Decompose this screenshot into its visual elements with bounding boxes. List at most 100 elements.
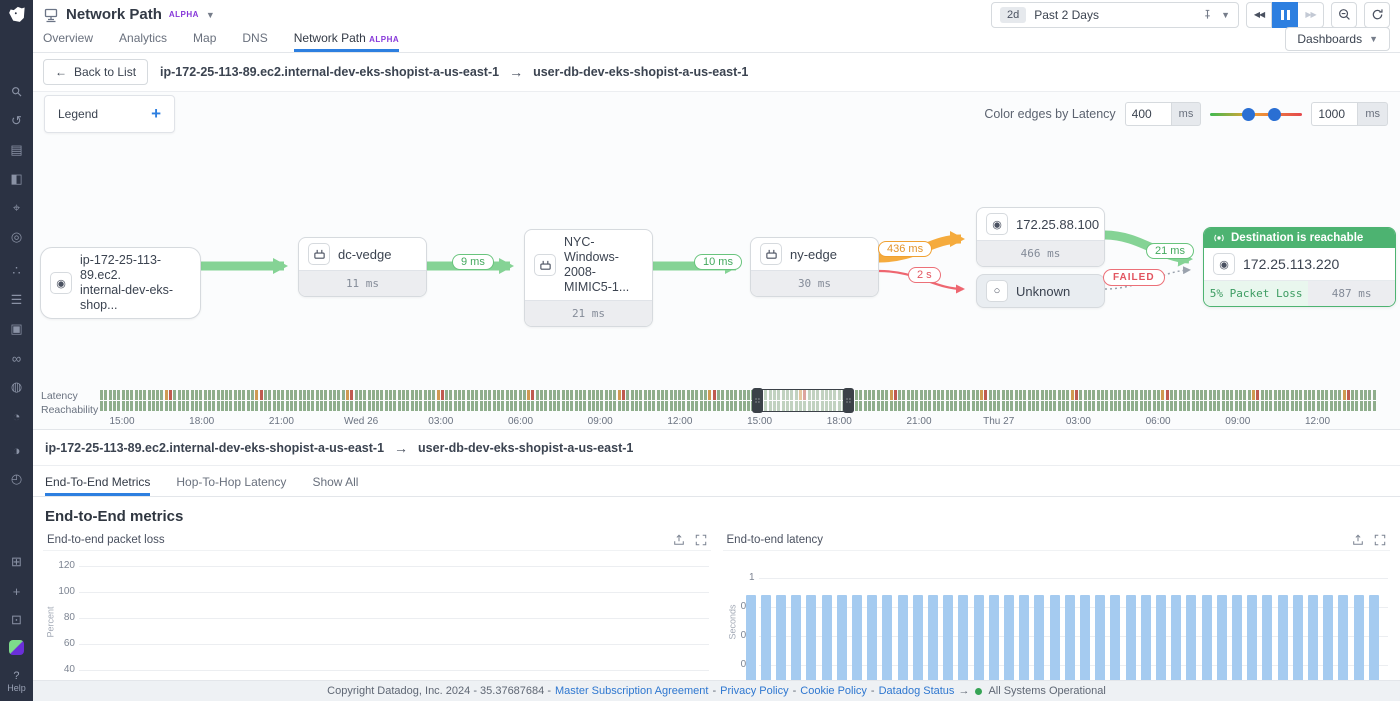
latency-bar[interactable] <box>1231 595 1242 683</box>
latency-bar[interactable] <box>988 595 999 683</box>
timeline-brush-selection[interactable] <box>758 389 848 412</box>
export-icon[interactable] <box>673 534 685 546</box>
latency-bar[interactable] <box>1095 595 1106 683</box>
timeline-brush-handle-left[interactable]: ∷ <box>752 388 763 413</box>
rewind-button[interactable]: ◀◀ <box>1246 1 1272 28</box>
latency-bar[interactable] <box>1034 595 1045 683</box>
metrics-icon[interactable]: ▤ <box>10 142 23 157</box>
latency-bar[interactable] <box>1201 595 1212 683</box>
latency-bar[interactable] <box>1003 595 1014 683</box>
latency-bar[interactable] <box>1277 595 1288 683</box>
node-172-25-88-100[interactable]: ◉ 172.25.88.100 466 ms <box>976 207 1105 267</box>
tab-dns[interactable]: DNS <box>242 31 268 45</box>
fullscreen-icon[interactable] <box>695 534 707 546</box>
timeline-track[interactable]: ∷ ∷ 15:00 18:00 21:00 Wed 26 03:00 06:00 09:00… <box>100 388 1377 427</box>
node-destination[interactable]: Destination is reachable ◉ 172.25.113.22… <box>1203 227 1396 307</box>
latency-min-input[interactable] <box>1124 102 1171 126</box>
timeline-brush-handle-right[interactable]: ∷ <box>843 388 854 413</box>
dashboards-button[interactable]: Dashboards ▼ <box>1285 27 1390 51</box>
pin-icon[interactable] <box>1202 9 1213 20</box>
tab-show-all[interactable]: Show All <box>312 475 359 489</box>
export-icon[interactable] <box>1352 534 1364 546</box>
refresh-button[interactable] <box>1364 1 1390 28</box>
latency-range-slider[interactable] <box>1210 102 1303 126</box>
tab-map[interactable]: Map <box>193 31 217 45</box>
latency-bar[interactable] <box>1110 595 1121 683</box>
infrastructure-icon[interactable]: ∴ <box>12 263 21 278</box>
tab-hop-to-hop-latency[interactable]: Hop-To-Hop Latency <box>176 475 287 489</box>
latency-bar[interactable] <box>1079 595 1090 683</box>
edge-label-21ms[interactable]: 21 ms <box>1146 243 1194 259</box>
latency-bar[interactable] <box>1140 595 1151 683</box>
latency-bar[interactable] <box>1353 595 1364 683</box>
dashboards-icon[interactable]: ◧ <box>10 171 23 186</box>
link-privacy-policy[interactable]: Privacy Policy <box>720 685 789 697</box>
latency-bar[interactable] <box>760 595 771 683</box>
tab-overview[interactable]: Overview <box>43 31 94 45</box>
time-range-control[interactable]: 2d Past 2 Days ▼ <box>991 1 1239 28</box>
tab-network-path[interactable]: Network Path ALPHA <box>293 31 400 52</box>
slider-handle-max[interactable] <box>1268 108 1282 121</box>
tab-end-to-end-metrics[interactable]: End-To-End Metrics <box>45 475 151 496</box>
tab-analytics[interactable]: Analytics <box>119 31 168 45</box>
synthetics-icon[interactable]: ◔ <box>12 408 21 424</box>
node-source[interactable]: ◉ ip-172-25-113-89.ec2. internal-dev-eks-… <box>40 247 201 319</box>
latency-max-input[interactable] <box>1311 102 1358 126</box>
latency-bar[interactable] <box>1216 595 1227 683</box>
latency-bar[interactable] <box>1155 595 1166 683</box>
network-icon[interactable]: ∞ <box>11 350 22 366</box>
node-ny-edge[interactable]: ny-edge 30 ms <box>750 237 879 297</box>
bits-ai-icon[interactable] <box>9 640 24 656</box>
latency-bar[interactable] <box>1064 595 1075 683</box>
latency-bar[interactable] <box>1247 595 1258 683</box>
time-zoom-badge[interactable]: 2d <box>1000 6 1027 23</box>
edge-label-failed[interactable]: FAILED <box>1103 269 1165 286</box>
link-datadog-status[interactable]: Datadog Status <box>878 685 955 697</box>
node-unknown[interactable]: ○ Unknown <box>976 274 1105 308</box>
latency-bar[interactable] <box>821 595 832 683</box>
datadog-logo[interactable] <box>6 5 27 31</box>
chevron-down-icon[interactable]: ▼ <box>205 9 215 20</box>
latency-bar[interactable] <box>775 595 786 683</box>
latency-bar[interactable] <box>851 595 862 683</box>
latency-bar[interactable] <box>927 595 938 683</box>
marketplace-icon[interactable]: + <box>12 583 21 599</box>
latency-bar[interactable] <box>1262 595 1273 683</box>
watchdog-icon[interactable]: ⌖ <box>12 200 21 215</box>
latency-bar[interactable] <box>745 595 756 683</box>
apm-icon[interactable]: ◎ <box>10 229 23 244</box>
link-cookie-policy[interactable]: Cookie Policy <box>800 685 867 697</box>
edge-label-9ms[interactable]: 9 ms <box>452 254 494 270</box>
forward-button[interactable]: ▶▶ <box>1298 1 1324 28</box>
logs-icon[interactable]: ☰ <box>10 292 23 307</box>
history-icon[interactable]: ↺ <box>11 113 22 128</box>
packet-loss-chart[interactable]: Percent 120 100 80 60 40 <box>43 551 711 683</box>
latency-bar[interactable] <box>912 595 923 683</box>
latency-bar[interactable] <box>836 595 847 683</box>
latency-bar[interactable] <box>1292 595 1303 683</box>
pause-button[interactable] <box>1272 1 1298 28</box>
rum-icon[interactable]: ◑ <box>12 442 21 458</box>
node-nyc-windows[interactable]: NYC-Windows- 2008-MIMIC5-1... 21 ms <box>524 229 653 327</box>
edge-label-2s[interactable]: 2 s <box>908 267 941 283</box>
time-dropdown-caret[interactable]: ▼ <box>1221 9 1230 20</box>
back-to-list-button[interactable]: ← Back to List <box>43 59 149 85</box>
latency-bar[interactable] <box>1171 595 1182 683</box>
latency-bar[interactable] <box>973 595 984 683</box>
latency-bar[interactable] <box>1125 595 1136 683</box>
processes-icon[interactable]: ▣ <box>10 321 23 336</box>
latency-bar[interactable] <box>1323 595 1334 683</box>
latency-bar[interactable] <box>791 595 802 683</box>
latency-bar[interactable] <box>1307 595 1318 683</box>
workspaces-icon[interactable]: ⊡ <box>11 612 22 628</box>
latency-bar[interactable] <box>882 595 893 683</box>
latency-chart[interactable]: Seconds 10.80.60.4 <box>723 551 1391 683</box>
latency-bar[interactable] <box>1049 595 1060 683</box>
latency-bar[interactable] <box>1186 595 1197 683</box>
latency-bar[interactable] <box>867 595 878 683</box>
fullscreen-icon[interactable] <box>1374 534 1386 546</box>
slider-handle-min[interactable] <box>1242 108 1256 121</box>
latency-bar[interactable] <box>806 595 817 683</box>
latency-bar[interactable] <box>897 595 908 683</box>
search-icon[interactable]: ⚲ <box>7 82 25 101</box>
